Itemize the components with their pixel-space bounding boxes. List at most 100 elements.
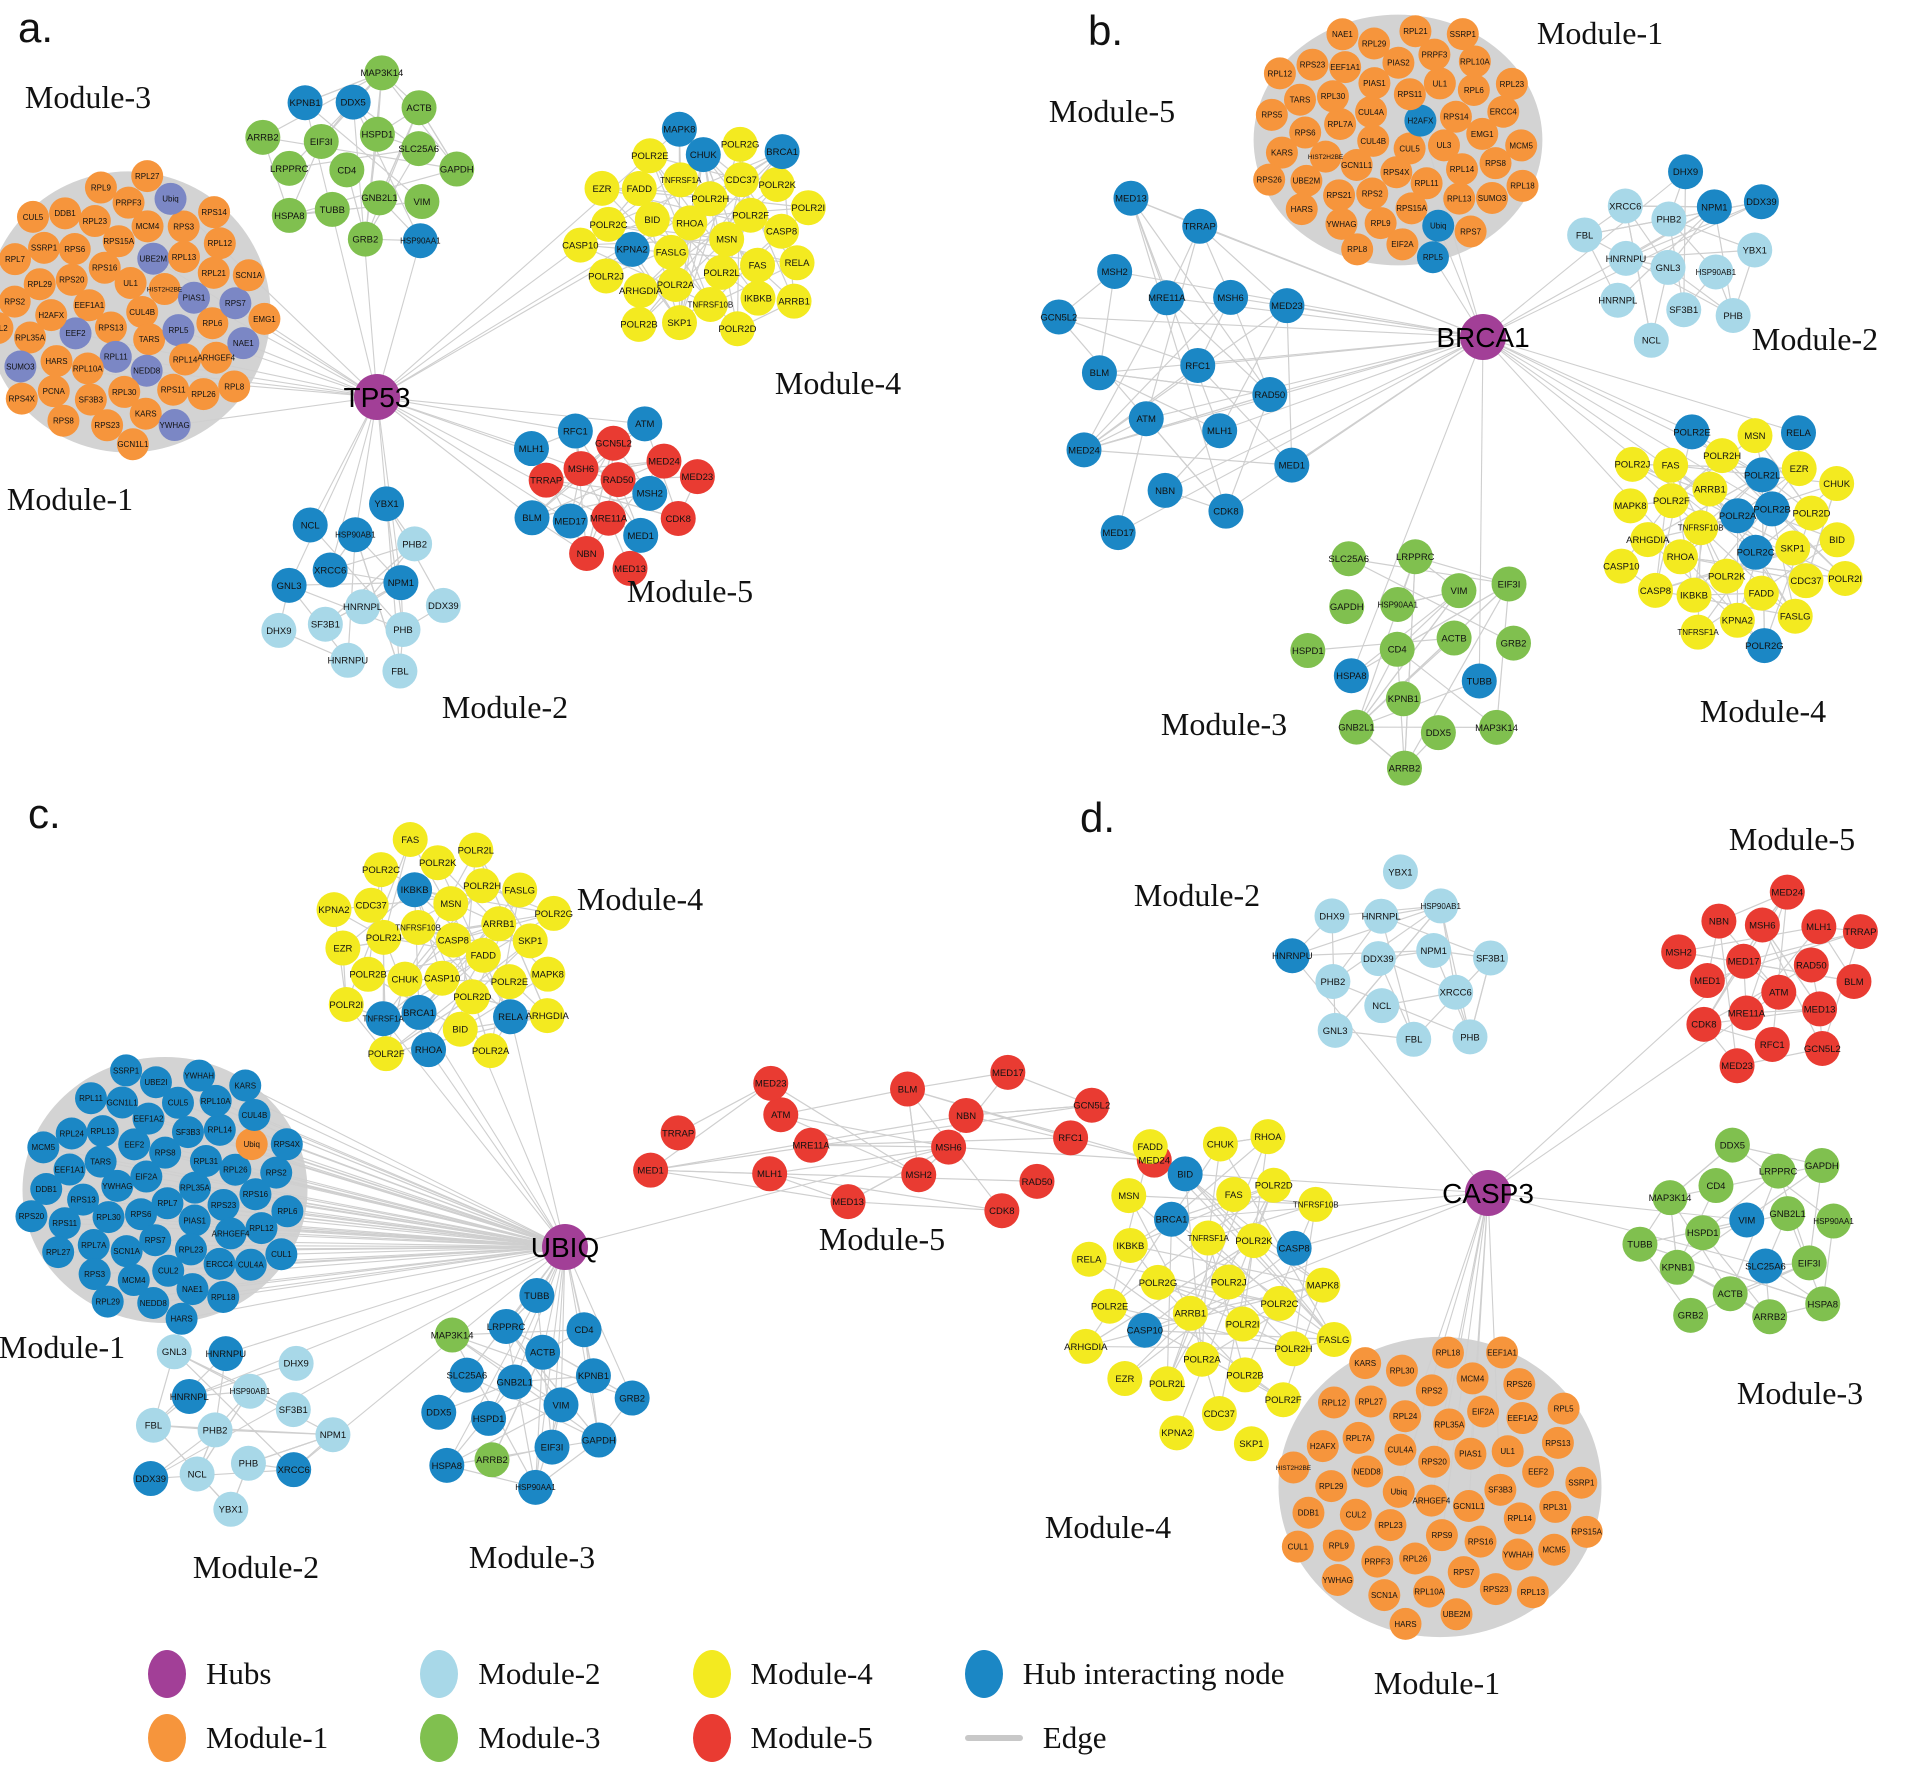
node-RPS23[interactable] <box>1479 1573 1512 1606</box>
node-RPL12[interactable] <box>1263 57 1296 90</box>
node-GRB2[interactable] <box>614 1380 650 1416</box>
node-HIST2H2BE[interactable] <box>1309 140 1342 173</box>
node-NBN[interactable] <box>948 1097 984 1133</box>
node-RPL14[interactable] <box>1446 153 1479 186</box>
node-CUL2[interactable] <box>1339 1498 1372 1531</box>
node-UL1[interactable] <box>114 266 147 299</box>
node-POLR2A[interactable] <box>473 1033 509 1069</box>
node-POLR2B[interactable] <box>621 306 657 342</box>
node-TUBB[interactable] <box>1461 663 1497 699</box>
node-ARRB1[interactable] <box>776 283 812 319</box>
node-KARS[interactable] <box>229 1069 262 1102</box>
node-MED1[interactable] <box>1689 963 1725 999</box>
node-POLR2C[interactable] <box>591 206 627 242</box>
node-CHUK[interactable] <box>1819 466 1855 502</box>
node-ARHGEF4[interactable] <box>1415 1484 1448 1517</box>
node-RPS6[interactable] <box>1289 116 1322 149</box>
node-MED13[interactable] <box>1113 180 1149 216</box>
node-BLM[interactable] <box>1081 355 1117 391</box>
node-HSP90AA1[interactable] <box>518 1469 554 1505</box>
node-CDK8[interactable] <box>1208 493 1244 529</box>
node-POLR2J[interactable] <box>366 919 402 955</box>
node-RPS4X[interactable] <box>5 382 38 415</box>
node-HSP90AB1[interactable] <box>1423 888 1459 924</box>
node-POLR2K[interactable] <box>759 166 795 202</box>
node-RPL6[interactable] <box>1457 73 1490 106</box>
node-POLR2I[interactable] <box>1827 560 1863 596</box>
node-SLC25A6[interactable] <box>1331 541 1367 577</box>
node-FASLG[interactable] <box>1316 1321 1352 1357</box>
node-EEF1A2[interactable] <box>1506 1402 1539 1435</box>
node-RPS15A[interactable] <box>1395 192 1428 225</box>
node-EEF1A1[interactable] <box>1486 1336 1519 1369</box>
node-CUL4B[interactable] <box>126 296 159 328</box>
node-TNFRSF10B[interactable] <box>692 286 728 322</box>
node-POLR2H[interactable] <box>692 181 728 217</box>
node-NPM1[interactable] <box>1696 189 1732 225</box>
node-PIAS1[interactable] <box>178 1204 211 1237</box>
node-FBL[interactable] <box>382 653 418 689</box>
node-UL1[interactable] <box>1423 67 1456 100</box>
node-H2AFX[interactable] <box>1306 1430 1339 1463</box>
node-RPS26[interactable] <box>1503 1368 1536 1401</box>
node-RPL13[interactable] <box>1443 182 1476 215</box>
node-BID[interactable] <box>1819 522 1855 558</box>
node-MSH2[interactable] <box>1097 253 1133 289</box>
node-MSN[interactable] <box>1737 418 1773 454</box>
node-DDB1[interactable] <box>30 1172 63 1205</box>
node-ACTB[interactable] <box>1712 1276 1748 1312</box>
node-UBE2I[interactable] <box>139 1066 172 1099</box>
node-ARHGEF4[interactable] <box>214 1217 247 1250</box>
node-TNFRSF1A[interactable] <box>365 1001 401 1037</box>
node-GRB2[interactable] <box>1673 1297 1709 1333</box>
node-SKP1[interactable] <box>512 923 548 959</box>
node-POLR2A[interactable] <box>657 267 693 303</box>
node-MCM5[interactable] <box>1505 129 1538 162</box>
node-POLR2G[interactable] <box>1746 628 1782 664</box>
node-RPL12[interactable] <box>1317 1386 1350 1419</box>
node-MAPK8[interactable] <box>1305 1267 1341 1303</box>
node-ARHGDIA[interactable] <box>1068 1328 1104 1364</box>
node-HARS[interactable] <box>1285 193 1318 226</box>
node-HNRNPL[interactable] <box>1363 898 1399 934</box>
node-POLR2C[interactable] <box>1262 1285 1298 1321</box>
node-KARS[interactable] <box>1265 136 1298 169</box>
node-TRRAP[interactable] <box>1842 914 1878 950</box>
node-UBE2M[interactable] <box>1290 164 1323 197</box>
node-RPL30[interactable] <box>1316 80 1349 113</box>
node-RPL9[interactable] <box>1322 1529 1355 1562</box>
node-RPS5[interactable] <box>1255 98 1288 131</box>
node-SF3B3[interactable] <box>171 1116 204 1149</box>
node-RFC1[interactable] <box>1053 1120 1089 1156</box>
node-POLR2H[interactable] <box>464 868 500 904</box>
node-LRPPRC[interactable] <box>1760 1153 1796 1189</box>
node-GCN1L1[interactable] <box>1340 148 1373 181</box>
node-EIF3I[interactable] <box>303 123 339 159</box>
node-RFC1[interactable] <box>1754 1026 1790 1062</box>
node-HNRNPU[interactable] <box>208 1336 244 1372</box>
node-MLH1[interactable] <box>513 431 549 467</box>
node-XRCC6[interactable] <box>276 1452 312 1488</box>
node-NBN[interactable] <box>1701 903 1737 939</box>
node-HSPD1[interactable] <box>359 116 395 152</box>
node-CUL5[interactable] <box>161 1086 194 1119</box>
node-PIAS1[interactable] <box>1454 1437 1487 1470</box>
node-RPL7[interactable] <box>151 1187 184 1220</box>
node-NBN[interactable] <box>1147 472 1183 508</box>
node-CASP10[interactable] <box>1603 548 1639 584</box>
node-YWHAH[interactable] <box>183 1059 216 1092</box>
node-ARRB2[interactable] <box>1386 750 1422 786</box>
node-RPL14[interactable] <box>1503 1502 1536 1535</box>
node-RAD50[interactable] <box>1252 377 1288 413</box>
node-GNL3[interactable] <box>1650 249 1686 285</box>
node-RPL13[interactable] <box>1516 1576 1549 1609</box>
node-SUMO3[interactable] <box>4 350 37 383</box>
node-MSH2[interactable] <box>1661 934 1697 970</box>
node-MLH1[interactable] <box>752 1156 788 1192</box>
node-POLR2D[interactable] <box>1256 1167 1292 1203</box>
node-TARS[interactable] <box>84 1145 117 1178</box>
node-GNL3[interactable] <box>271 567 307 603</box>
node-RPL21[interactable] <box>1399 15 1432 48</box>
node-FASLG[interactable] <box>653 234 689 270</box>
node-TNFRSF10B[interactable] <box>400 909 436 945</box>
